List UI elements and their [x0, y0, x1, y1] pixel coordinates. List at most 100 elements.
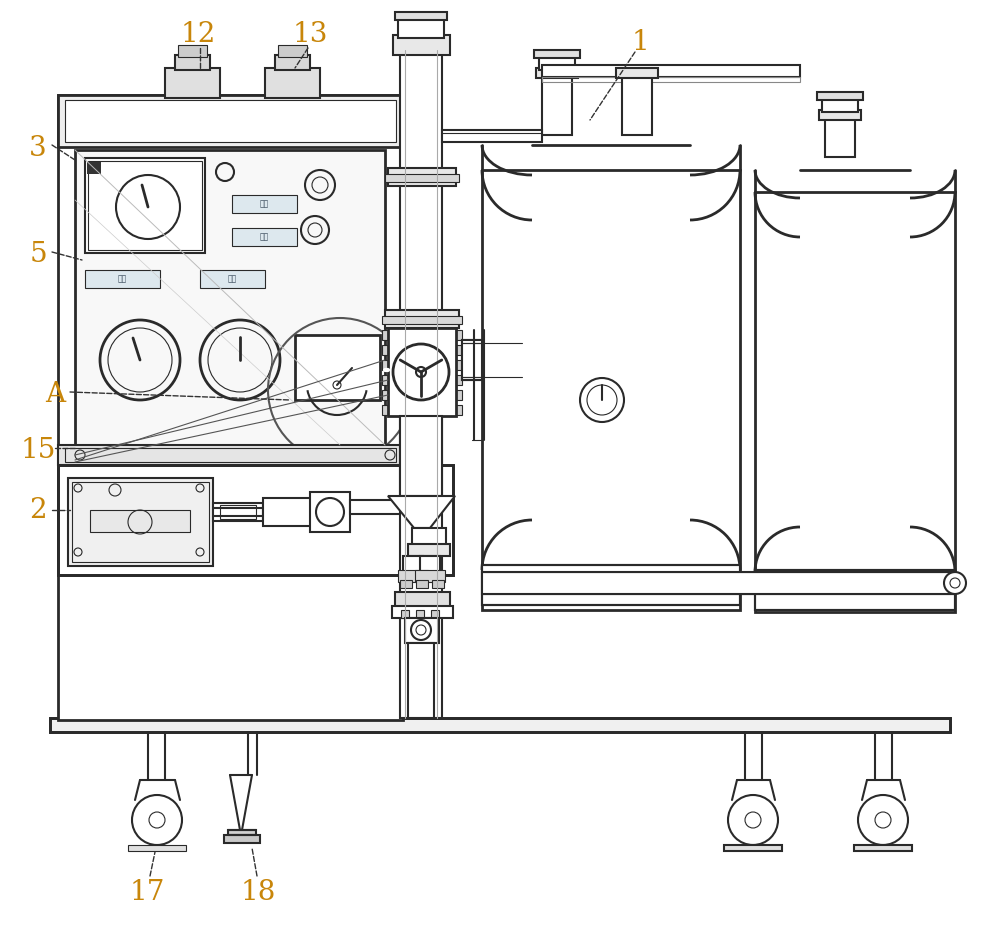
Text: 启停: 启停	[259, 200, 269, 208]
Bar	[90, 510, 190, 532]
Circle shape	[944, 572, 966, 594]
Bar	[398, 18, 444, 38]
Bar	[432, 580, 444, 588]
Text: 2: 2	[29, 497, 47, 524]
Bar	[482, 565, 740, 605]
Bar	[310, 492, 350, 532]
Bar	[817, 92, 863, 100]
Bar	[213, 503, 263, 521]
Bar	[382, 316, 462, 324]
Circle shape	[416, 367, 426, 377]
Bar	[85, 158, 205, 253]
Bar	[224, 835, 260, 843]
Bar	[724, 845, 782, 851]
Bar	[755, 570, 955, 610]
Bar	[755, 192, 955, 612]
Bar	[536, 68, 578, 78]
Text: 13: 13	[292, 21, 328, 48]
Bar	[265, 68, 320, 98]
Bar	[220, 505, 256, 519]
Bar	[85, 270, 160, 288]
Bar	[400, 416, 442, 496]
Bar	[403, 556, 423, 574]
Bar	[65, 448, 396, 462]
Text: 12: 12	[180, 21, 216, 48]
Circle shape	[333, 381, 341, 389]
Text: 18: 18	[240, 879, 276, 906]
Text: 设置: 设置	[259, 232, 269, 241]
Text: 停止: 停止	[227, 275, 237, 283]
Bar	[382, 345, 396, 355]
Bar	[462, 340, 522, 380]
Bar	[448, 405, 462, 415]
Bar	[755, 570, 955, 610]
Bar	[542, 77, 800, 82]
Bar	[408, 643, 434, 718]
Bar	[175, 55, 210, 70]
Text: 1: 1	[631, 29, 649, 56]
Bar	[50, 718, 950, 732]
Bar	[482, 170, 740, 610]
Text: 15: 15	[20, 437, 56, 463]
Text: 3: 3	[29, 134, 47, 162]
Bar	[819, 110, 861, 120]
Bar	[50, 718, 950, 732]
Text: 5: 5	[29, 241, 47, 268]
Bar	[295, 335, 380, 400]
Bar	[382, 405, 396, 415]
Bar	[58, 445, 403, 465]
Bar	[350, 500, 405, 514]
Bar	[382, 360, 396, 370]
Bar	[58, 95, 403, 720]
Bar	[482, 565, 740, 605]
Bar	[442, 130, 542, 142]
Bar	[165, 68, 220, 98]
Bar	[431, 610, 439, 618]
Bar	[388, 168, 456, 186]
Bar	[388, 328, 456, 416]
Bar	[542, 70, 572, 135]
Bar	[395, 592, 450, 610]
Bar	[405, 618, 439, 643]
Text: 17: 17	[129, 879, 165, 906]
Bar	[448, 390, 462, 400]
Bar	[542, 65, 800, 77]
Bar	[395, 12, 447, 20]
Bar	[448, 360, 462, 370]
Bar	[228, 830, 256, 835]
Text: 运行: 运行	[117, 275, 127, 283]
Bar	[72, 482, 209, 562]
Bar	[392, 606, 453, 618]
Bar	[58, 95, 403, 147]
Bar	[616, 68, 658, 78]
Bar	[412, 528, 446, 548]
Bar	[385, 174, 459, 182]
Bar	[88, 161, 202, 250]
Bar	[416, 580, 428, 588]
Bar	[539, 55, 575, 70]
Bar	[822, 97, 858, 112]
Bar	[534, 50, 580, 58]
Polygon shape	[388, 496, 455, 528]
Bar	[448, 375, 462, 385]
Bar	[398, 570, 428, 582]
Bar	[448, 330, 462, 340]
Bar	[385, 310, 459, 328]
Bar	[462, 340, 482, 380]
Bar	[382, 375, 396, 385]
Bar	[68, 478, 213, 566]
Bar	[420, 556, 440, 574]
Bar	[278, 45, 307, 57]
Bar	[263, 498, 313, 526]
Bar	[854, 845, 912, 851]
Bar	[58, 465, 453, 575]
Bar	[75, 150, 385, 445]
Bar	[622, 70, 652, 135]
Bar	[448, 345, 462, 355]
Bar	[232, 195, 297, 213]
Bar	[393, 35, 450, 55]
Bar	[415, 570, 445, 582]
Text: A: A	[45, 381, 65, 409]
Bar	[416, 610, 424, 618]
Bar	[58, 465, 453, 575]
